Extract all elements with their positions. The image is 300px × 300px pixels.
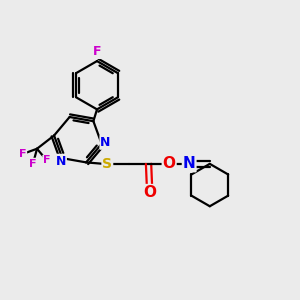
Text: F: F [93,45,101,58]
Text: F: F [43,155,51,166]
Text: S: S [102,157,112,171]
Text: F: F [29,158,37,169]
Text: N: N [183,156,196,171]
Text: F: F [19,149,26,159]
Text: N: N [56,154,66,168]
Text: O: O [143,185,156,200]
Text: O: O [163,156,176,171]
Text: N: N [100,136,111,149]
